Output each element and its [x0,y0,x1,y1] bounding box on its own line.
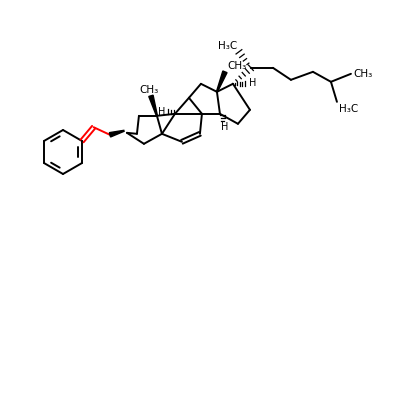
Text: H₃C: H₃C [339,104,358,114]
Polygon shape [149,95,158,116]
Polygon shape [109,130,124,137]
Text: CH₃: CH₃ [139,85,158,95]
Text: H: H [249,78,256,88]
Text: CH₃: CH₃ [353,69,372,79]
Polygon shape [216,71,227,92]
Text: H: H [221,122,229,132]
Text: H: H [158,107,165,117]
Text: H₃C: H₃C [218,41,237,51]
Text: CH₃: CH₃ [227,61,246,71]
